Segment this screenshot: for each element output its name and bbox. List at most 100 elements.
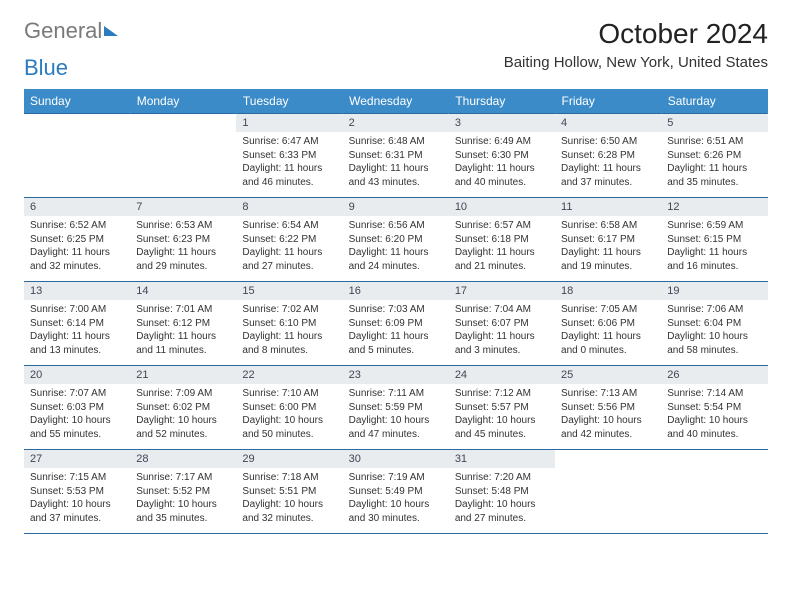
day-number: 23 [343, 366, 449, 384]
calendar-cell: 28Sunrise: 7:17 AMSunset: 5:52 PMDayligh… [130, 450, 236, 534]
day-number: 15 [236, 282, 342, 300]
day-info-line: Sunset: 6:10 PM [242, 317, 336, 331]
day-info-line: Sunrise: 7:19 AM [349, 471, 443, 485]
day-details: Sunrise: 7:04 AMSunset: 6:07 PMDaylight:… [449, 300, 555, 363]
day-info-line: Sunrise: 7:15 AM [30, 471, 124, 485]
calendar-cell: 26Sunrise: 7:14 AMSunset: 5:54 PMDayligh… [661, 366, 767, 450]
day-info-line: Sunrise: 6:56 AM [349, 219, 443, 233]
day-info-line: Sunset: 6:12 PM [136, 317, 230, 331]
calendar-cell: 31Sunrise: 7:20 AMSunset: 5:48 PMDayligh… [449, 450, 555, 534]
day-number: 4 [555, 114, 661, 132]
calendar-head: SundayMondayTuesdayWednesdayThursdayFrid… [24, 89, 768, 114]
day-details: Sunrise: 6:52 AMSunset: 6:25 PMDaylight:… [24, 216, 130, 279]
triangle-icon [104, 26, 118, 36]
day-info-line: Sunrise: 6:52 AM [30, 219, 124, 233]
day-number: 17 [449, 282, 555, 300]
day-info-line: Sunset: 6:28 PM [561, 149, 655, 163]
day-details [661, 456, 767, 465]
day-info-line: Daylight: 11 hours and 37 minutes. [561, 162, 655, 189]
day-info-line: Daylight: 10 hours and 27 minutes. [455, 498, 549, 525]
day-info-line: Sunrise: 6:54 AM [242, 219, 336, 233]
day-info-line: Sunset: 6:25 PM [30, 233, 124, 247]
day-info-line: Daylight: 11 hours and 46 minutes. [242, 162, 336, 189]
day-info-line: Daylight: 11 hours and 29 minutes. [136, 246, 230, 273]
day-number: 28 [130, 450, 236, 468]
day-number: 6 [24, 198, 130, 216]
day-info-line: Sunset: 5:56 PM [561, 401, 655, 415]
day-info-line: Sunset: 6:30 PM [455, 149, 549, 163]
day-info-line: Daylight: 11 hours and 27 minutes. [242, 246, 336, 273]
calendar-cell: 12Sunrise: 6:59 AMSunset: 6:15 PMDayligh… [661, 198, 767, 282]
day-header-row: SundayMondayTuesdayWednesdayThursdayFrid… [24, 89, 768, 114]
day-info-line: Daylight: 11 hours and 24 minutes. [349, 246, 443, 273]
day-info-line: Daylight: 10 hours and 50 minutes. [242, 414, 336, 441]
day-info-line: Sunrise: 6:59 AM [667, 219, 761, 233]
calendar-week: 27Sunrise: 7:15 AMSunset: 5:53 PMDayligh… [24, 450, 768, 534]
day-details: Sunrise: 6:54 AMSunset: 6:22 PMDaylight:… [236, 216, 342, 279]
day-details: Sunrise: 7:15 AMSunset: 5:53 PMDaylight:… [24, 468, 130, 531]
day-info-line: Daylight: 11 hours and 5 minutes. [349, 330, 443, 357]
day-info-line: Sunset: 6:23 PM [136, 233, 230, 247]
day-info-line: Daylight: 10 hours and 32 minutes. [242, 498, 336, 525]
day-number: 31 [449, 450, 555, 468]
day-info-line: Sunset: 5:52 PM [136, 485, 230, 499]
day-info-line: Daylight: 11 hours and 32 minutes. [30, 246, 124, 273]
title-block: October 2024 Baiting Hollow, New York, U… [504, 18, 768, 71]
day-info-line: Sunset: 6:33 PM [242, 149, 336, 163]
calendar-week: 1Sunrise: 6:47 AMSunset: 6:33 PMDaylight… [24, 114, 768, 198]
calendar-body: 1Sunrise: 6:47 AMSunset: 6:33 PMDaylight… [24, 114, 768, 534]
day-info-line: Sunrise: 7:03 AM [349, 303, 443, 317]
day-info-line: Sunrise: 7:02 AM [242, 303, 336, 317]
calendar-cell [24, 114, 130, 198]
day-info-line: Sunrise: 6:57 AM [455, 219, 549, 233]
day-info-line: Sunrise: 6:48 AM [349, 135, 443, 149]
calendar-cell [555, 450, 661, 534]
day-number: 20 [24, 366, 130, 384]
day-info-line: Sunset: 6:20 PM [349, 233, 443, 247]
day-details: Sunrise: 7:20 AMSunset: 5:48 PMDaylight:… [449, 468, 555, 531]
location-text: Baiting Hollow, New York, United States [504, 54, 768, 71]
day-number: 30 [343, 450, 449, 468]
day-details: Sunrise: 6:59 AMSunset: 6:15 PMDaylight:… [661, 216, 767, 279]
day-number: 12 [661, 198, 767, 216]
day-details: Sunrise: 6:48 AMSunset: 6:31 PMDaylight:… [343, 132, 449, 195]
day-number: 21 [130, 366, 236, 384]
day-info-line: Sunrise: 7:14 AM [667, 387, 761, 401]
calendar-cell: 21Sunrise: 7:09 AMSunset: 6:02 PMDayligh… [130, 366, 236, 450]
day-info-line: Sunset: 5:53 PM [30, 485, 124, 499]
day-info-line: Sunset: 6:06 PM [561, 317, 655, 331]
day-info-line: Daylight: 10 hours and 55 minutes. [30, 414, 124, 441]
calendar-cell: 24Sunrise: 7:12 AMSunset: 5:57 PMDayligh… [449, 366, 555, 450]
day-number: 2 [343, 114, 449, 132]
calendar-cell: 8Sunrise: 6:54 AMSunset: 6:22 PMDaylight… [236, 198, 342, 282]
day-info-line: Daylight: 10 hours and 37 minutes. [30, 498, 124, 525]
day-details: Sunrise: 7:00 AMSunset: 6:14 PMDaylight:… [24, 300, 130, 363]
day-info-line: Daylight: 10 hours and 58 minutes. [667, 330, 761, 357]
day-details: Sunrise: 7:11 AMSunset: 5:59 PMDaylight:… [343, 384, 449, 447]
day-details [130, 120, 236, 129]
day-number: 18 [555, 282, 661, 300]
calendar-table: SundayMondayTuesdayWednesdayThursdayFrid… [24, 89, 768, 534]
day-details: Sunrise: 7:19 AMSunset: 5:49 PMDaylight:… [343, 468, 449, 531]
day-info-line: Sunset: 6:04 PM [667, 317, 761, 331]
calendar-cell: 22Sunrise: 7:10 AMSunset: 6:00 PMDayligh… [236, 366, 342, 450]
calendar-cell: 14Sunrise: 7:01 AMSunset: 6:12 PMDayligh… [130, 282, 236, 366]
day-info-line: Sunset: 5:54 PM [667, 401, 761, 415]
day-info-line: Sunset: 6:03 PM [30, 401, 124, 415]
day-info-line: Daylight: 11 hours and 21 minutes. [455, 246, 549, 273]
day-details: Sunrise: 7:18 AMSunset: 5:51 PMDaylight:… [236, 468, 342, 531]
calendar-week: 6Sunrise: 6:52 AMSunset: 6:25 PMDaylight… [24, 198, 768, 282]
day-header: Tuesday [236, 89, 342, 114]
calendar-cell: 9Sunrise: 6:56 AMSunset: 6:20 PMDaylight… [343, 198, 449, 282]
calendar-week: 13Sunrise: 7:00 AMSunset: 6:14 PMDayligh… [24, 282, 768, 366]
day-info-line: Sunrise: 6:49 AM [455, 135, 549, 149]
day-details: Sunrise: 7:12 AMSunset: 5:57 PMDaylight:… [449, 384, 555, 447]
brand-part2: Blue [24, 55, 68, 80]
day-info-line: Daylight: 11 hours and 3 minutes. [455, 330, 549, 357]
day-header: Wednesday [343, 89, 449, 114]
day-details: Sunrise: 7:03 AMSunset: 6:09 PMDaylight:… [343, 300, 449, 363]
calendar-cell: 23Sunrise: 7:11 AMSunset: 5:59 PMDayligh… [343, 366, 449, 450]
day-info-line: Sunrise: 7:06 AM [667, 303, 761, 317]
day-number: 22 [236, 366, 342, 384]
day-header: Thursday [449, 89, 555, 114]
